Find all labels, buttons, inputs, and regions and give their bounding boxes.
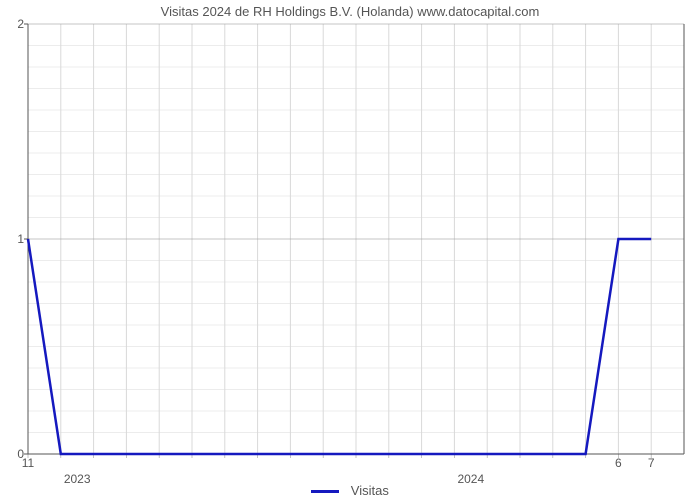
y-tick-label: 1 <box>17 232 24 246</box>
chart-container: Visitas 2024 de RH Holdings B.V. (Holand… <box>0 0 700 500</box>
legend-swatch <box>311 490 339 493</box>
plot-area <box>28 24 684 454</box>
legend: Visitas <box>0 483 700 498</box>
y-tick-label: 2 <box>17 17 24 31</box>
x-tick-label: 11 <box>22 456 34 470</box>
x-tick-label: 7 <box>648 456 655 470</box>
chart-title: Visitas 2024 de RH Holdings B.V. (Holand… <box>0 4 700 19</box>
chart-svg <box>28 24 684 454</box>
legend-label: Visitas <box>351 483 389 498</box>
x-tick-label: 6 <box>615 456 622 470</box>
